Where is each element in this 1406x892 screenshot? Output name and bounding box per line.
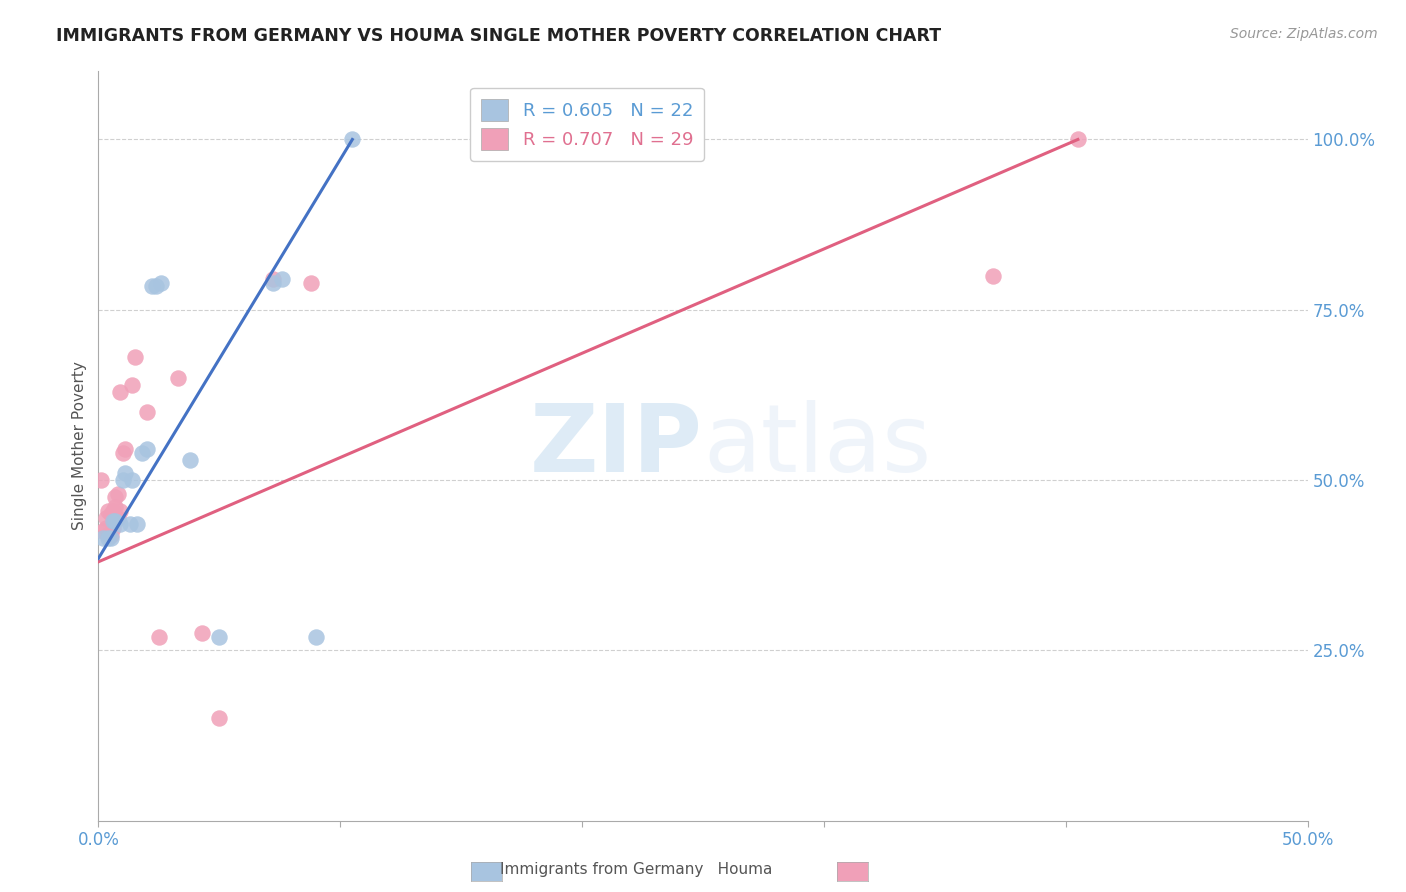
Legend: R = 0.605   N = 22, R = 0.707   N = 29: R = 0.605 N = 22, R = 0.707 N = 29 <box>470 88 704 161</box>
Point <box>101 504 124 518</box>
Text: ZIP: ZIP <box>530 400 703 492</box>
Point <box>94 510 117 524</box>
Point <box>299 276 322 290</box>
Point <box>191 626 214 640</box>
Point <box>97 504 120 518</box>
Point <box>100 527 122 541</box>
Y-axis label: Single Mother Poverty: Single Mother Poverty <box>72 361 87 531</box>
Point <box>94 521 117 535</box>
Point <box>108 504 131 518</box>
Point <box>179 452 201 467</box>
Point <box>100 531 122 545</box>
Point <box>305 630 328 644</box>
Point <box>135 442 157 457</box>
Text: atlas: atlas <box>703 400 931 492</box>
Point <box>111 446 134 460</box>
Point <box>91 524 114 538</box>
Point <box>90 473 112 487</box>
Point <box>262 276 284 290</box>
Point <box>131 446 153 460</box>
Point <box>97 531 120 545</box>
Point <box>100 507 122 521</box>
Point <box>121 473 143 487</box>
Point <box>114 467 136 481</box>
Point <box>118 517 141 532</box>
Point <box>108 517 131 532</box>
Point <box>104 490 127 504</box>
Point <box>135 405 157 419</box>
Point <box>101 521 124 535</box>
Point <box>342 132 364 146</box>
Point <box>104 514 127 528</box>
Point <box>101 514 124 528</box>
Point <box>121 377 143 392</box>
Point <box>271 272 294 286</box>
Point <box>208 630 231 644</box>
Point <box>981 268 1004 283</box>
Point <box>167 371 190 385</box>
Point <box>262 272 284 286</box>
Text: Houma: Houma <box>703 863 772 877</box>
Point <box>107 486 129 500</box>
Point <box>104 500 127 515</box>
Point <box>150 276 173 290</box>
Point <box>108 384 131 399</box>
Text: Source: ZipAtlas.com: Source: ZipAtlas.com <box>1230 27 1378 41</box>
Point <box>111 473 134 487</box>
Point <box>114 442 136 457</box>
Point <box>91 531 114 545</box>
Point <box>97 527 120 541</box>
Text: Immigrants from Germany: Immigrants from Germany <box>499 863 703 877</box>
Point <box>127 517 149 532</box>
Point <box>141 279 163 293</box>
Point <box>1067 132 1090 146</box>
Text: IMMIGRANTS FROM GERMANY VS HOUMA SINGLE MOTHER POVERTY CORRELATION CHART: IMMIGRANTS FROM GERMANY VS HOUMA SINGLE … <box>56 27 942 45</box>
Point <box>148 630 170 644</box>
Point <box>208 711 231 725</box>
Point <box>124 351 146 365</box>
Point <box>107 510 129 524</box>
Point <box>145 279 167 293</box>
